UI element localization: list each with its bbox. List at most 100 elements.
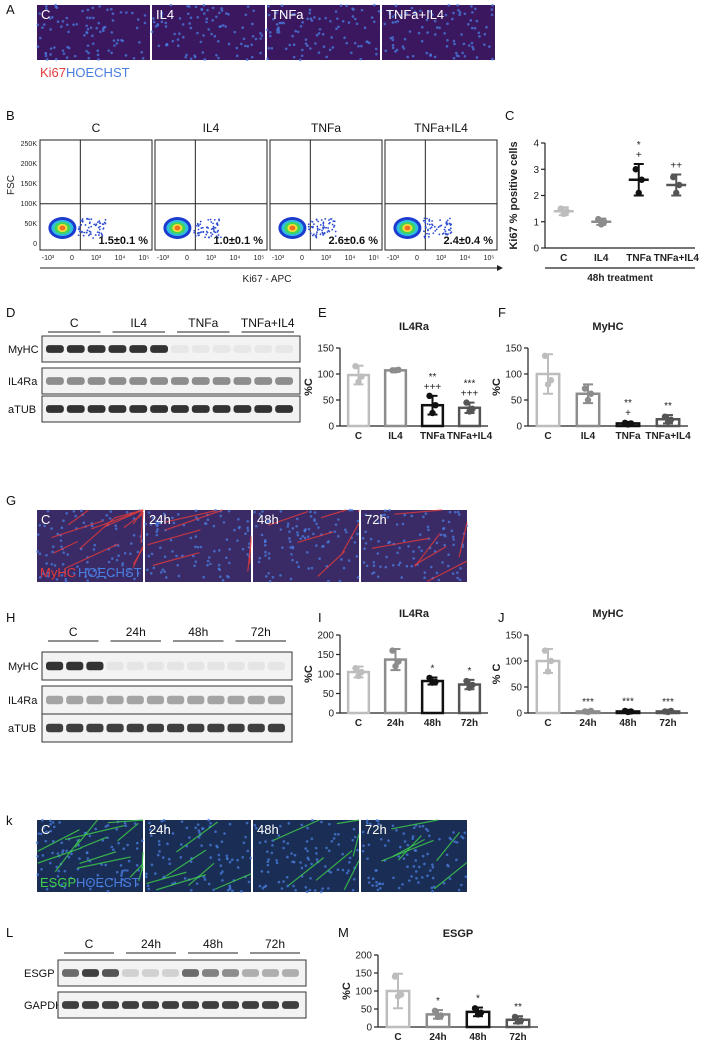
nucleus-dot bbox=[45, 58, 49, 61]
blot-group-label: C bbox=[85, 937, 94, 951]
data-point bbox=[541, 647, 549, 654]
fiber-stroke bbox=[371, 537, 430, 549]
flow-x-tick: 10⁵ bbox=[139, 255, 150, 262]
nucleus-dot bbox=[136, 550, 140, 554]
nucleus-dot bbox=[135, 863, 139, 867]
nucleus-dot bbox=[203, 878, 207, 881]
flow-event-dot bbox=[439, 219, 441, 222]
nucleus-dot bbox=[366, 857, 369, 860]
nucleus-dot bbox=[446, 22, 449, 26]
nucleus-dot bbox=[207, 882, 211, 886]
nucleus-dot bbox=[315, 33, 319, 37]
blot-band bbox=[62, 969, 79, 977]
nucleus-dot bbox=[179, 856, 183, 859]
nucleus-dot bbox=[265, 28, 269, 32]
blot-band bbox=[146, 695, 164, 705]
nucleus-dot bbox=[209, 843, 212, 847]
flow-event-dot bbox=[331, 223, 334, 226]
nucleus-dot bbox=[136, 883, 139, 886]
blot-band bbox=[126, 661, 144, 671]
flow-x-label: Ki67 - APC bbox=[243, 274, 292, 285]
nucleus-dot bbox=[417, 881, 420, 884]
nucleus-dot bbox=[254, 37, 258, 41]
nucleus-dot bbox=[388, 508, 391, 512]
panel-k-tile bbox=[144, 818, 253, 893]
flow-event-dot bbox=[194, 235, 197, 237]
nucleus-dot bbox=[425, 18, 429, 22]
data-point bbox=[587, 390, 595, 397]
nucleus-dot bbox=[85, 30, 88, 34]
nucleus-dot bbox=[473, 26, 477, 30]
nucleus-dot bbox=[150, 552, 154, 556]
data-point bbox=[431, 1007, 439, 1014]
blot-band bbox=[86, 695, 104, 705]
nucleus-dot bbox=[412, 826, 416, 830]
nucleus-dot bbox=[183, 877, 187, 880]
nucleus-dot bbox=[337, 534, 340, 538]
nucleus-dot bbox=[39, 36, 42, 40]
flow-event-dot bbox=[90, 218, 93, 221]
nucleus-dot bbox=[164, 826, 168, 830]
nucleus-dot bbox=[435, 571, 439, 575]
nucleus-dot bbox=[451, 17, 454, 21]
nucleus-dot bbox=[309, 515, 313, 518]
nucleus-dot bbox=[375, 819, 379, 822]
nucleus-dot bbox=[111, 12, 115, 15]
nucleus-dot bbox=[104, 825, 108, 828]
flow-event-dot bbox=[428, 218, 431, 221]
nucleus-dot bbox=[309, 47, 312, 50]
nucleus-dot bbox=[304, 38, 308, 41]
nucleus-dot bbox=[414, 870, 418, 873]
nucleus-dot bbox=[224, 25, 228, 28]
nucleus-dot bbox=[148, 821, 151, 825]
panel-g-tile bbox=[361, 508, 469, 582]
nucleus-dot bbox=[419, 9, 422, 13]
flow-event-dot bbox=[78, 230, 81, 233]
nucleus-dot bbox=[65, 849, 68, 853]
significance-mark: * bbox=[468, 666, 472, 677]
nucleus-dot bbox=[171, 832, 175, 835]
nucleus-dot bbox=[417, 865, 421, 869]
flow-event-dot bbox=[448, 222, 451, 225]
nucleus-dot bbox=[331, 46, 335, 49]
panel-a-tile bbox=[265, 3, 381, 62]
chart-title: MyHC bbox=[592, 321, 623, 333]
nucleus-dot bbox=[355, 555, 359, 558]
nucleus-dot bbox=[96, 49, 99, 52]
fiber-stroke bbox=[357, 509, 360, 513]
nucleus-dot bbox=[124, 54, 128, 57]
nucleus-dot bbox=[417, 545, 421, 549]
flow-event-dot bbox=[308, 228, 311, 231]
nucleus-dot bbox=[189, 26, 193, 30]
nucleus-dot bbox=[253, 510, 256, 514]
blot-group-label: TNFa bbox=[188, 316, 218, 330]
nucleus-dot bbox=[266, 860, 270, 864]
data-point bbox=[661, 413, 669, 420]
nucleus-dot bbox=[321, 32, 325, 36]
y-tick-label: 0 bbox=[516, 709, 522, 720]
nucleus-dot bbox=[83, 33, 86, 37]
fiber-stroke bbox=[268, 510, 309, 526]
fiber-stroke bbox=[315, 850, 353, 881]
nucleus-dot bbox=[38, 12, 42, 15]
nucleus-dot bbox=[287, 822, 291, 825]
blot-band bbox=[187, 723, 205, 733]
blot-band bbox=[187, 661, 205, 671]
nucleus-dot bbox=[241, 26, 244, 29]
nucleus-dot bbox=[128, 567, 131, 571]
blot-group-label: 48h bbox=[188, 625, 208, 639]
nucleus-dot bbox=[163, 570, 167, 573]
nucleus-dot bbox=[110, 31, 114, 34]
x-category-label: IL4 bbox=[594, 253, 609, 264]
nucleus-dot bbox=[460, 883, 463, 887]
flow-x-tick: -10³ bbox=[272, 255, 285, 262]
data-point bbox=[511, 1013, 519, 1021]
nucleus-dot bbox=[466, 23, 470, 26]
nucleus-dot bbox=[219, 514, 223, 518]
nucleus-dot bbox=[48, 861, 52, 865]
nucleus-dot bbox=[425, 51, 429, 55]
blot-band bbox=[212, 345, 231, 353]
flow-positive-percentage: 1.0±0.1 % bbox=[214, 235, 264, 247]
y-tick-label: 3 bbox=[533, 165, 539, 176]
chart-e bbox=[336, 347, 488, 428]
